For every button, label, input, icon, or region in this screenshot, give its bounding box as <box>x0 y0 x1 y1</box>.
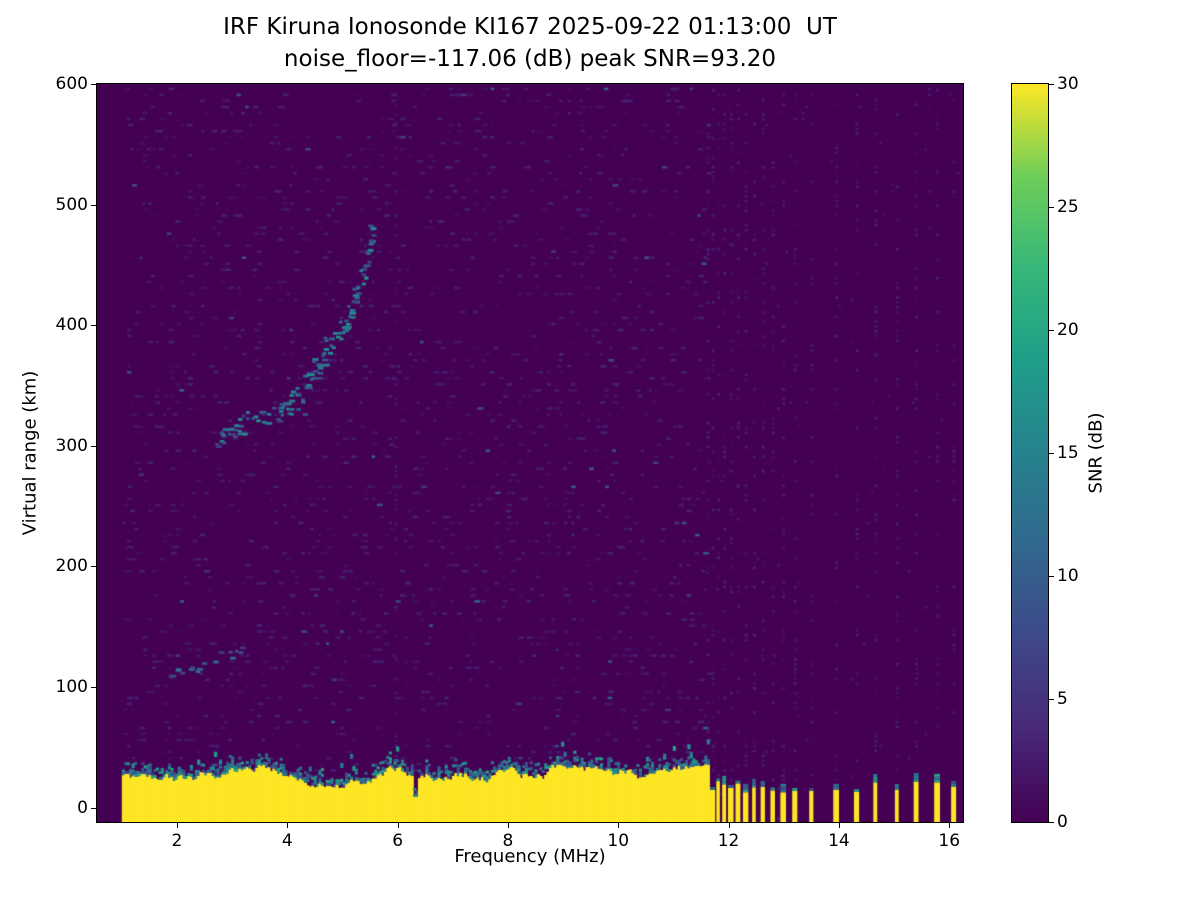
colorbar-tick-mark <box>1049 84 1054 85</box>
x-tick-label: 14 <box>828 831 850 851</box>
colorbar-gradient <box>1012 84 1048 822</box>
x-tick-label: 4 <box>281 831 293 851</box>
ionogram-heatmap <box>97 84 963 822</box>
colorbar-tick-mark <box>1049 207 1054 208</box>
chart-subtitle: noise_floor=-117.06 (dB) peak SNR=93.20 <box>283 46 777 72</box>
x-tick-label: 16 <box>938 831 961 851</box>
colorbar-tick-label: 20 <box>1057 320 1079 340</box>
y-tick-label: 100 <box>55 676 88 697</box>
colorbar-tick-label: 10 <box>1057 566 1079 586</box>
x-tick-mark <box>949 823 951 828</box>
y-tick-mark <box>91 325 96 327</box>
x-tick-mark <box>397 823 399 828</box>
y-tick-mark <box>91 807 96 809</box>
y-tick-mark <box>91 84 96 85</box>
x-tick-mark <box>838 823 840 828</box>
y-tick-label: 400 <box>55 315 88 336</box>
x-tick-mark <box>287 823 289 828</box>
colorbar-tick-label: 30 <box>1057 74 1079 94</box>
colorbar-tick-label: 15 <box>1057 443 1079 463</box>
y-tick-mark <box>91 204 96 206</box>
colorbar-tick-label: 25 <box>1057 197 1079 217</box>
x-tick-mark <box>728 823 730 828</box>
chart-title: IRF Kiruna Ionosonde KI167 2025-09-22 01… <box>223 14 837 40</box>
x-tick-mark <box>176 823 178 828</box>
y-tick-label: 500 <box>55 194 88 215</box>
x-tick-label: 12 <box>717 831 740 851</box>
x-tick-label: 6 <box>392 831 404 851</box>
y-tick-label: 0 <box>77 797 88 818</box>
colorbar-tick-mark <box>1049 330 1054 331</box>
colorbar-tick-label: 5 <box>1057 689 1068 709</box>
y-tick-label: 200 <box>55 556 88 577</box>
x-tick-label: 10 <box>607 831 630 851</box>
colorbar-tick-label: 0 <box>1057 812 1068 832</box>
x-tick-label: 2 <box>171 831 183 851</box>
x-axis-label: Frequency (MHz) <box>454 846 606 867</box>
y-tick-label: 600 <box>55 74 88 94</box>
x-tick-label: 8 <box>502 831 514 851</box>
y-tick-mark <box>91 445 96 447</box>
colorbar-tick-mark <box>1049 453 1054 454</box>
y-tick-mark <box>91 566 96 568</box>
y-tick-mark <box>91 686 96 688</box>
x-tick-mark <box>507 823 509 828</box>
colorbar-tick-mark <box>1049 699 1054 700</box>
x-tick-mark <box>618 823 620 828</box>
colorbar-tick-mark <box>1049 576 1054 577</box>
y-tick-label: 300 <box>55 435 88 456</box>
colorbar-tick-mark <box>1049 822 1054 823</box>
